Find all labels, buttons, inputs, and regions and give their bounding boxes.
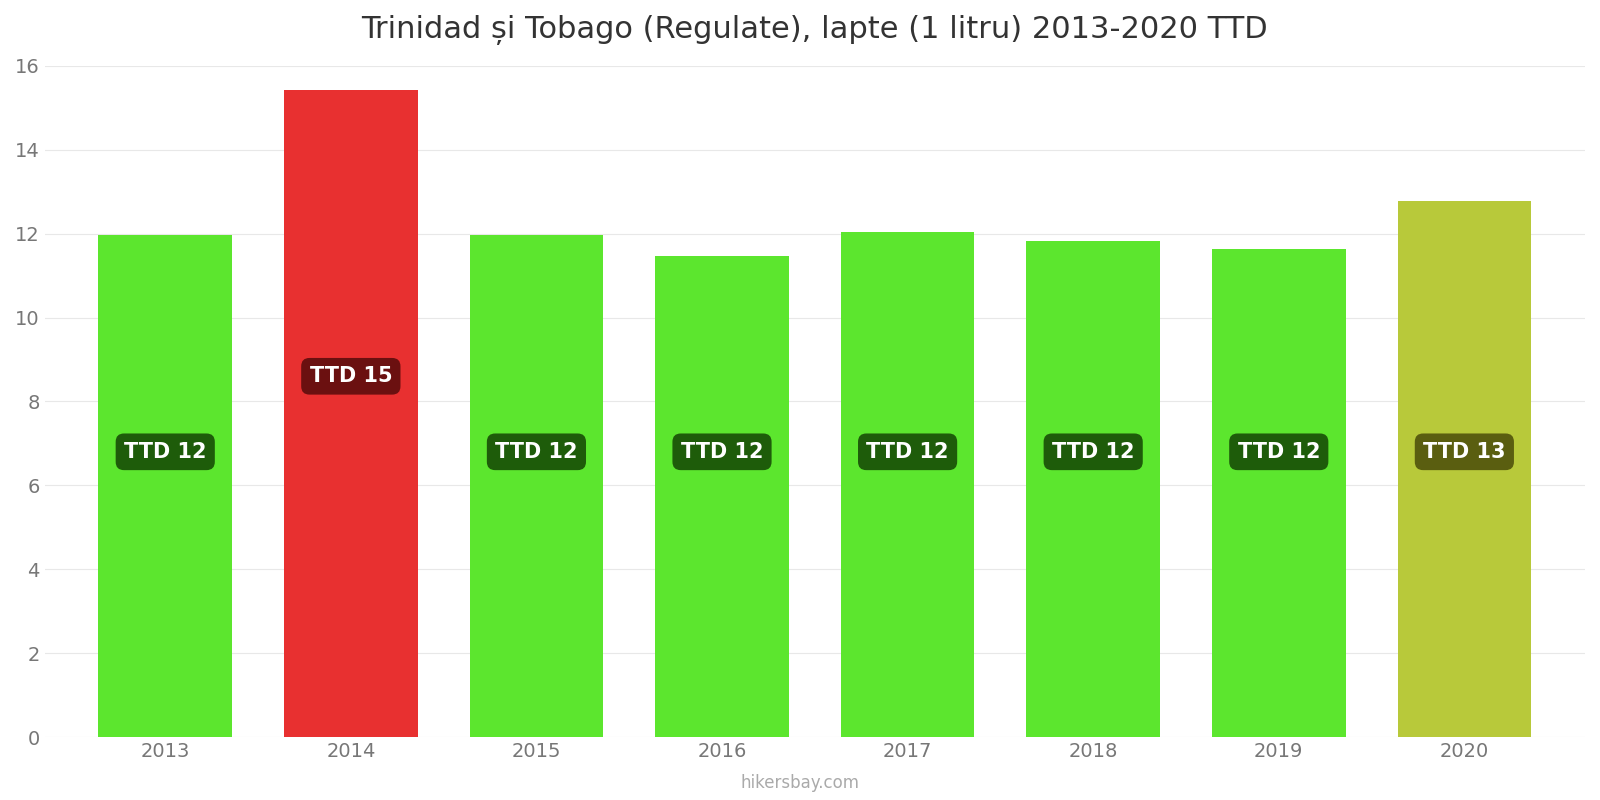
Text: TTD 13: TTD 13 [1422, 442, 1506, 462]
Text: TTD 12: TTD 12 [680, 442, 763, 462]
Bar [470, 235, 603, 737]
Bar [840, 232, 974, 737]
Text: TTD 12: TTD 12 [866, 442, 949, 462]
Bar [654, 256, 789, 737]
Bar [99, 235, 232, 737]
Title: Trinidad și Tobago (Regulate), lapte (1 litru) 2013-2020 TTD: Trinidad și Tobago (Regulate), lapte (1 … [362, 15, 1269, 45]
Text: TTD 12: TTD 12 [1237, 442, 1320, 462]
Text: TTD 12: TTD 12 [1051, 442, 1134, 462]
Text: TTD 15: TTD 15 [309, 366, 392, 386]
Bar [285, 90, 418, 737]
Text: TTD 12: TTD 12 [123, 442, 206, 462]
Text: hikersbay.com: hikersbay.com [741, 774, 859, 792]
Bar [1211, 249, 1346, 737]
Bar [1397, 202, 1531, 737]
Text: TTD 12: TTD 12 [494, 442, 578, 462]
Bar [1026, 241, 1160, 737]
